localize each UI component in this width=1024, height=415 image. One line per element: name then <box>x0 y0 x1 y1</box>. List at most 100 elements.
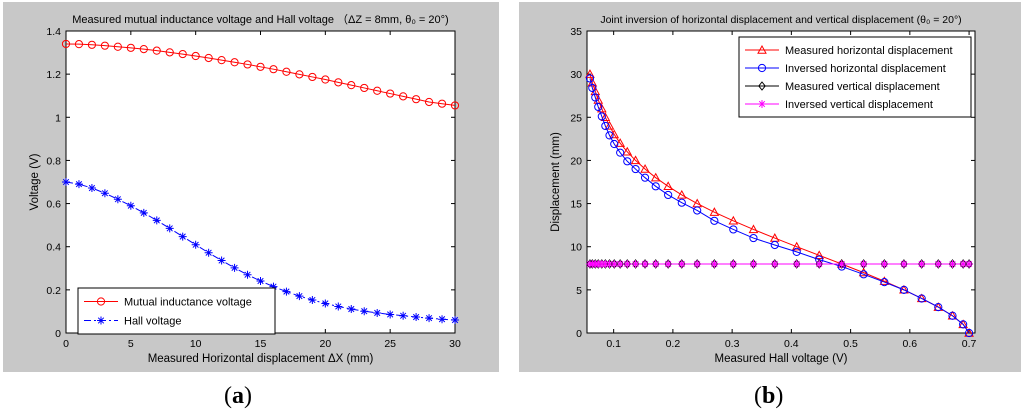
data-point <box>126 43 135 52</box>
data-point <box>191 51 200 61</box>
data-point <box>917 259 926 268</box>
x-tick-label: 0.6 <box>903 338 918 350</box>
data-point <box>191 240 200 249</box>
data-point <box>450 101 460 110</box>
series-0 <box>61 39 460 110</box>
data-point <box>386 310 395 319</box>
data-point <box>792 259 801 268</box>
data-point <box>399 311 408 320</box>
x-tick-label: 0 <box>63 338 69 350</box>
data-point <box>360 307 369 316</box>
data-point <box>424 97 434 107</box>
y-tick-label: 15 <box>570 199 582 211</box>
x-axis-label: Measured Hall voltage (V) <box>715 353 848 365</box>
data-point <box>230 58 239 67</box>
data-point <box>959 320 968 329</box>
data-point <box>709 207 720 216</box>
data-point <box>243 60 252 69</box>
data-point <box>858 267 869 277</box>
data-point <box>591 93 600 102</box>
data-point <box>178 232 187 241</box>
data-point <box>295 292 304 301</box>
y-tick-label: 25 <box>570 112 582 124</box>
series-line <box>65 43 456 106</box>
data-point <box>837 259 846 268</box>
data-point <box>792 247 801 256</box>
data-point <box>749 259 758 268</box>
legend-entry-label: Hall voltage <box>124 316 181 328</box>
data-point <box>282 67 291 76</box>
data-point <box>87 40 97 49</box>
legend-marker <box>757 63 767 73</box>
y-tick-label: 0.2 <box>46 285 61 297</box>
data-point <box>256 62 265 71</box>
data-point <box>588 83 597 93</box>
data-point <box>152 46 161 55</box>
data-point <box>243 270 252 279</box>
data-point <box>100 189 109 198</box>
data-point <box>917 294 926 303</box>
data-point <box>100 41 110 50</box>
data-point <box>604 120 615 130</box>
legend-box <box>77 287 276 335</box>
y-tick-label: 0.4 <box>46 242 61 254</box>
y-axis-label: Displacement (mm) <box>550 132 562 232</box>
data-point <box>74 40 84 49</box>
data-point <box>770 240 779 250</box>
data-point <box>217 256 226 265</box>
data-point <box>601 121 610 131</box>
data-point <box>748 224 759 234</box>
data-point <box>373 86 382 95</box>
data-point <box>597 112 606 121</box>
data-point <box>693 206 702 215</box>
figure-a-chart: Measured mutual inductance voltage and H… <box>29 13 461 365</box>
data-point <box>859 270 868 279</box>
series-3 <box>585 259 974 268</box>
data-point <box>308 72 317 82</box>
data-point <box>425 314 434 323</box>
figure-b-label: (b) <box>754 383 784 409</box>
data-point <box>934 303 943 312</box>
data-point <box>899 285 909 294</box>
data-point <box>693 259 702 268</box>
data-point <box>640 173 650 182</box>
data-point <box>605 131 614 140</box>
data-point <box>729 225 738 234</box>
data-point <box>622 146 633 156</box>
data-point <box>616 148 625 157</box>
data-point <box>631 164 640 174</box>
data-point <box>728 215 739 225</box>
x-tick-label: 0.1 <box>606 338 621 350</box>
data-point <box>585 69 595 78</box>
data-point <box>113 195 122 204</box>
data-point <box>676 189 687 199</box>
data-point <box>321 299 330 308</box>
data-point <box>859 259 868 268</box>
data-point <box>113 42 122 51</box>
data-point <box>814 250 825 260</box>
data-point <box>139 208 148 217</box>
figure-a-label: (a) <box>224 383 252 409</box>
x-tick-label: 0.3 <box>725 338 740 350</box>
data-point <box>347 305 356 314</box>
legend-entry-label: Mutual inductance voltage <box>124 297 252 309</box>
data-point <box>615 138 626 147</box>
figure-b-panel: Joint inversion of horizontal displaceme… <box>519 2 1021 372</box>
data-point <box>596 103 607 113</box>
data-point <box>62 178 70 186</box>
series-1 <box>585 74 974 338</box>
data-point <box>360 83 369 93</box>
chart-title: Measured mutual inductance voltage and H… <box>72 13 448 26</box>
data-point <box>204 53 213 63</box>
data-point <box>334 302 343 311</box>
x-tick-label: 25 <box>384 338 396 350</box>
series-line <box>589 78 970 334</box>
data-point <box>601 259 610 268</box>
data-point <box>87 184 96 193</box>
x-tick-label: 30 <box>449 338 461 350</box>
legend: Mutual inductance voltage Hall voltage <box>77 287 276 335</box>
data-point <box>605 259 614 268</box>
data-point <box>640 164 650 173</box>
data-point <box>899 259 908 268</box>
data-point <box>948 311 957 320</box>
